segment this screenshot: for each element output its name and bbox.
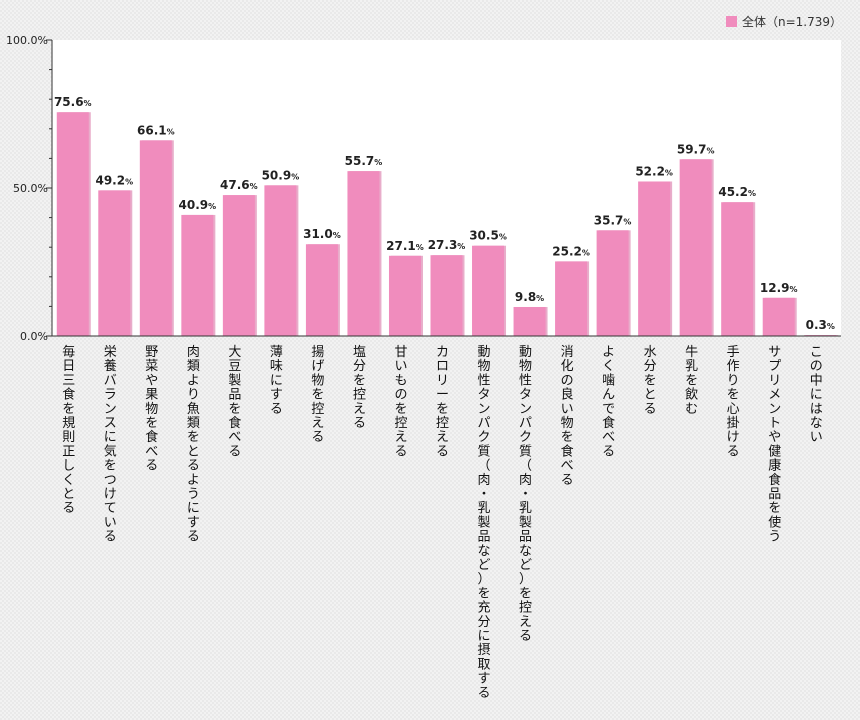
category-label: 野菜や果物を食べる: [145, 345, 158, 474]
data-label: 75.6%: [54, 95, 92, 109]
category-label: サプリメントや健康食品を使う: [768, 345, 781, 545]
data-label: 31.0%: [303, 227, 341, 241]
category-label: 大豆製品を食べる: [228, 345, 241, 459]
category-label: 毎日三食を規則正しくとる: [62, 344, 75, 516]
category-label: 手作りを心掛ける: [727, 345, 740, 459]
legend-label: 全体（n=1.739）: [741, 15, 842, 29]
y-axis: 0.0% 50.0% 100.0%: [6, 34, 53, 343]
data-label: 12.9%: [760, 281, 798, 295]
category-label: 水分をとる: [644, 345, 657, 417]
y-tick-label: 100.0%: [6, 34, 48, 47]
category-label: 栄養バランスに気をつけている: [104, 345, 117, 545]
data-label: 66.1%: [137, 123, 175, 137]
legend: 全体（n=1.739）: [725, 13, 842, 30]
category-label: 動物性タンパク質（肉・乳製品など）を充分に摂取する: [478, 345, 491, 701]
bar: [555, 261, 588, 336]
category-label: 肉類より魚類をとるようにする: [187, 345, 200, 545]
bar: [679, 159, 712, 336]
bar: [513, 306, 546, 336]
data-label: 52.2%: [635, 164, 673, 178]
bar: [388, 255, 421, 336]
bar: [305, 244, 338, 336]
data-label: 55.7%: [345, 154, 383, 168]
category-label: 動物性タンパク質（肉・乳製品など）を控える: [519, 345, 532, 644]
data-label: 45.2%: [718, 185, 756, 199]
bar: [264, 185, 297, 336]
bar: [98, 190, 131, 336]
data-label: 27.1%: [386, 239, 424, 253]
bar: [347, 171, 380, 336]
bar: [430, 255, 463, 336]
category-label: カロリーを控える: [436, 345, 449, 459]
category-label: 塩分を控える: [353, 345, 366, 431]
data-label: 30.5%: [469, 229, 507, 243]
legend-swatch: [725, 16, 737, 27]
bar: [181, 214, 214, 336]
value-labels-group: 75.6% 49.2% 66.1% 40.9%47.6% 50.9% 31.0% 55.7%…: [54, 95, 835, 332]
bar: [638, 181, 671, 336]
bar: [139, 140, 172, 336]
category-label: この中にはない: [810, 345, 823, 445]
data-label: 9.8%: [515, 290, 544, 304]
y-tick-label: 0.0%: [20, 330, 48, 343]
data-label: 27.3%: [428, 238, 466, 252]
category-label: 消化の良い物を食べる: [561, 345, 574, 488]
bar: [721, 202, 754, 336]
data-label: 59.7%: [677, 142, 715, 156]
data-label: 35.7%: [594, 213, 632, 227]
data-label: 47.6%: [220, 178, 258, 192]
data-label: 49.2%: [95, 173, 133, 187]
bar: [222, 195, 255, 336]
data-label: 40.9%: [179, 198, 217, 212]
data-label: 0.3%: [806, 318, 835, 332]
data-label: 50.9%: [262, 168, 300, 182]
y-tick-label: 50.0%: [13, 182, 48, 195]
category-label: 甘いものを控える: [394, 345, 407, 459]
bar: [56, 112, 89, 336]
category-label: 揚げ物を控える: [311, 344, 324, 445]
category-labels-group: 毎日三食を規則正しくとる 栄養バランスに気をつけている 野菜や果物を食べる 肉類より魚…: [62, 344, 822, 701]
category-label: よく噛んで食べる: [602, 345, 615, 459]
data-label: 25.2%: [552, 244, 590, 258]
bar: [472, 245, 505, 336]
bar: [762, 297, 795, 336]
category-label: 薄味にする: [270, 345, 283, 417]
bars-group: [56, 112, 839, 336]
category-label: 牛乳を飲む: [685, 345, 698, 417]
bar: [596, 230, 629, 336]
